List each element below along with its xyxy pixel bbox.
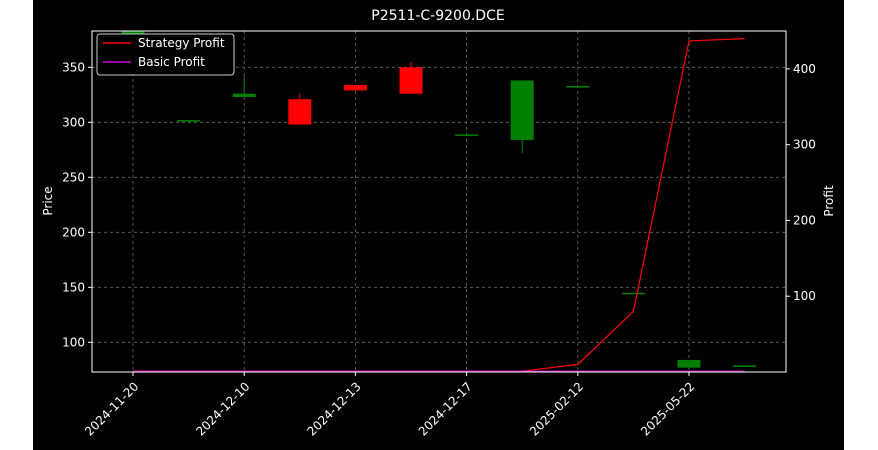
legend-strategy-label: Strategy Profit	[138, 36, 225, 50]
candle-body	[177, 120, 201, 122]
candle-body	[455, 134, 479, 136]
candle-body	[288, 99, 312, 125]
candle-body	[343, 84, 367, 91]
left-tick-label: 150	[62, 280, 85, 294]
candle-body	[621, 292, 645, 295]
right-tick-label: 200	[793, 213, 816, 227]
profit-lines	[133, 38, 745, 372]
candle-body	[510, 80, 534, 140]
plot-frame	[91, 30, 787, 373]
candle-body	[677, 359, 701, 368]
left-tick-label: 200	[62, 225, 85, 239]
left-tick-label: 350	[62, 60, 85, 74]
right-tick-label: 300	[793, 138, 816, 152]
chart-title: P2511-C-9200.DCE	[371, 8, 504, 24]
candle-body	[566, 86, 590, 88]
right-tick-label: 100	[793, 289, 816, 303]
left-axis-label: Price	[41, 186, 55, 215]
legend-box	[96, 33, 235, 76]
candle-body	[232, 93, 256, 97]
grid	[92, 31, 786, 372]
right-tick-label: 400	[793, 62, 816, 76]
legend: Strategy Profit Basic Profit	[96, 33, 235, 76]
left-tick-label: 300	[62, 115, 85, 129]
left-tick-label: 250	[62, 170, 85, 184]
candle-body	[733, 365, 757, 367]
right-axis: 100 200 300 400	[786, 62, 816, 303]
candle-body	[399, 67, 423, 94]
right-axis-label: Profit	[822, 185, 836, 217]
left-axis: 100 150 200 250 300 350	[62, 60, 92, 349]
left-tick-label: 100	[62, 335, 85, 349]
legend-basic-label: Basic Profit	[138, 55, 205, 69]
candles	[121, 31, 757, 368]
